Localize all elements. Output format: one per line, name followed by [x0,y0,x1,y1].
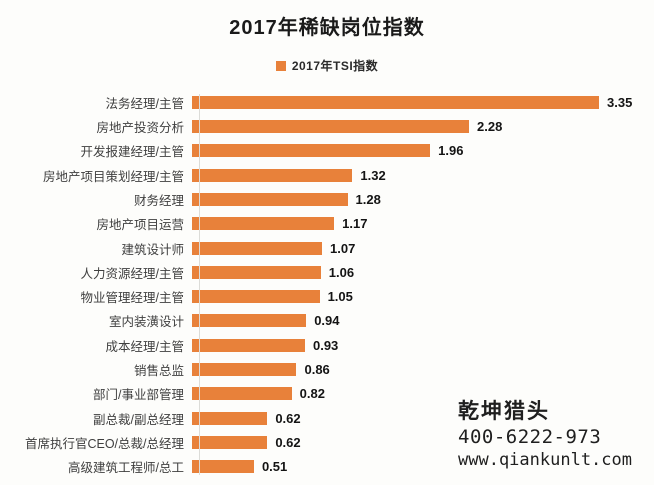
legend-label: 2017年TSI指数 [291,59,379,73]
category-label: 开发报建经理/主管 [80,145,184,160]
value-label: 0.86 [304,362,330,378]
category-label: 财务经理 [133,193,184,208]
category-label: 销售总监 [133,364,184,379]
bar [192,217,335,231]
value-label: 1.28 [355,191,381,207]
bar [192,436,268,450]
chart-row: 室内装潢设计 0.94 [0,309,654,333]
category-label: 高级建筑工程师/总工 [68,461,184,476]
legend-swatch-icon [275,60,286,71]
category-label: 物业管理经理/主管 [80,291,184,306]
bar [192,290,320,304]
value-label: 0.62 [275,435,301,451]
chart-row: 开发报建经理/主管 1.96 [0,139,654,163]
category-label: 副总裁/副总经理 [93,412,184,427]
category-label: 成本经理/主管 [105,339,184,354]
bar [192,265,321,279]
bar [192,241,322,255]
bar [192,363,297,377]
value-label: 1.17 [342,216,368,232]
value-label: 0.62 [275,410,301,426]
value-label: 1.06 [328,264,355,280]
chart-row: 房地产项目策划经理/主管 1.32 [0,163,654,187]
bar [192,168,353,182]
chart-row: 人力资源经理/主管 1.06 [0,260,654,284]
bar [192,119,470,133]
value-label: 0.51 [261,459,288,475]
bar [192,314,307,328]
category-label: 房地产项目策划经理/主管 [43,169,184,184]
bar [192,460,254,474]
value-label: 2.28 [477,118,503,134]
watermark: 乾坤猎头 400-6222-973 www.qiankunlt.com [458,399,632,470]
chart-row: 物业管理经理/主管 1.05 [0,285,654,309]
legend: 2017年TSI指数 [0,57,654,74]
watermark-url: www.qiankunlt.com [458,450,632,471]
value-label: 1.96 [438,143,464,159]
category-label: 建筑设计师 [121,242,184,257]
value-label: 0.93 [312,337,339,353]
bar [192,387,292,401]
bar [192,192,348,206]
watermark-brand: 乾坤猎头 [458,399,550,423]
chart-row: 高级建筑工程师/总工 0.51 [0,455,654,479]
bar [192,144,431,158]
chart-title: 2017年稀缺岗位指数 [229,17,425,39]
category-label: 首席执行官CEO/总裁/总经理 [24,437,184,452]
category-label: 人力资源经理/主管 [80,266,184,281]
value-label: 1.32 [360,167,386,183]
category-label: 室内装潢设计 [108,315,184,330]
chart-row: 财务经理 1.28 [0,187,654,211]
chart-row: 房地产项目运营 1.17 [0,212,654,236]
category-label: 房地产项目运营 [96,218,184,233]
category-label: 部门/事业部管理 [93,388,184,403]
bar [192,411,268,425]
chart-row: 法务经理/主管 3.35 [0,90,654,114]
chart-row: 销售总监 0.86 [0,357,654,381]
bar [192,95,600,109]
category-label: 法务经理/主管 [105,96,184,111]
chart-row: 房地产投资分析 2.28 [0,114,654,138]
value-label: 0.82 [299,386,325,402]
value-label: 0.94 [314,313,340,329]
value-label: 1.05 [327,289,353,305]
chart-row: 首席执行官CEO/总裁/总经理 0.62 [0,430,654,454]
bar [192,338,305,352]
value-label: 3.35 [607,94,633,110]
chart-row: 成本经理/主管 0.93 [0,333,654,357]
value-label: 1.07 [330,240,356,256]
watermark-phone: 400-6222-973 [458,425,602,448]
y-axis-line [199,94,200,475]
chart-row: 建筑设计师 1.07 [0,236,654,260]
chart-row: 副总裁/副总经理 0.62 [0,406,654,430]
plot-area: 法务经理/主管 3.35 房地产投资分析 2.28 开发报建经理/主管 1.96 房地产项目… [0,90,654,479]
chart-row: 部门/事业部管理 0.82 [0,382,654,406]
category-label: 房地产投资分析 [96,120,184,135]
